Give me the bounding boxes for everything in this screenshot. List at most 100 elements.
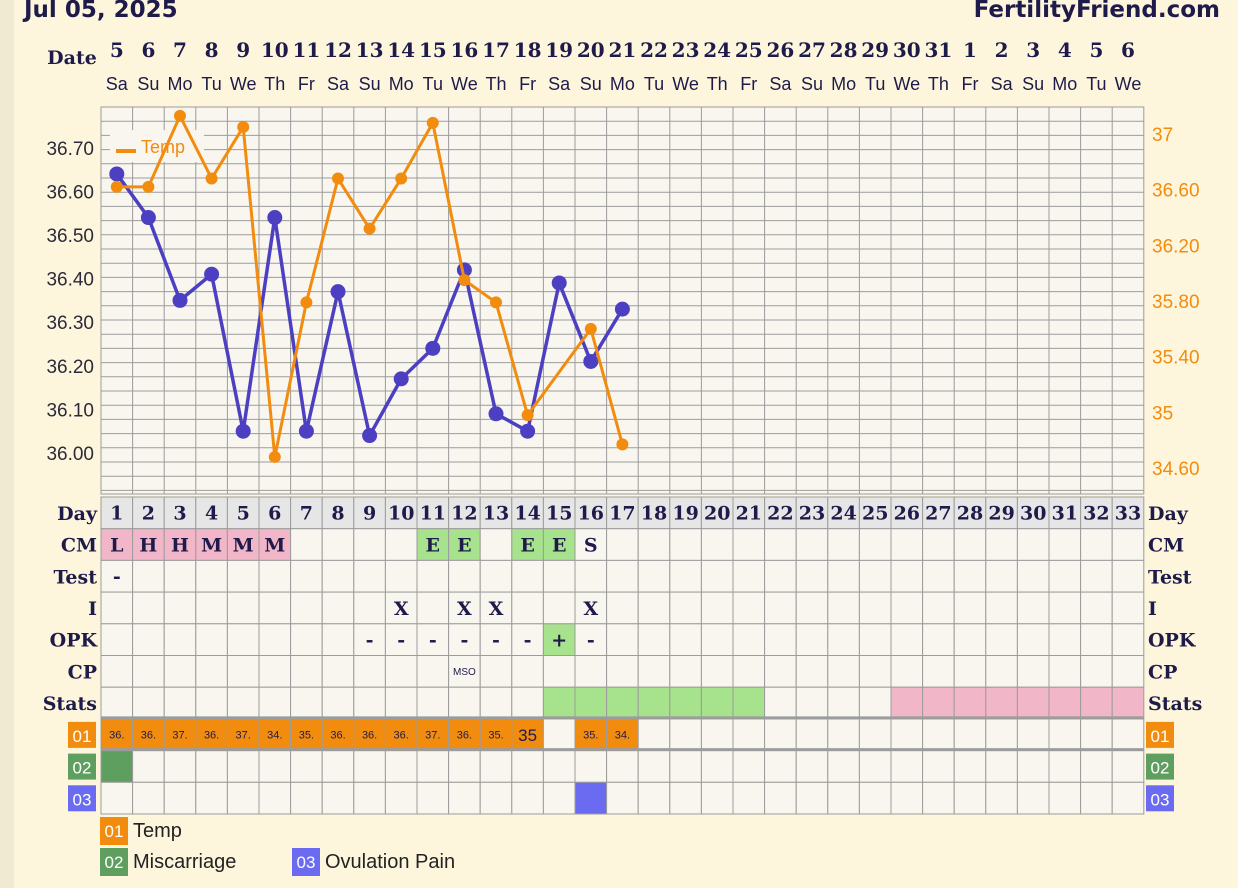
custom-cp-cell[interactable] xyxy=(1016,655,1050,688)
custom-cm-cell[interactable] xyxy=(353,528,386,561)
intercourse-cell[interactable] xyxy=(764,591,797,625)
custom-c2-cell[interactable] xyxy=(100,781,134,815)
custom-c2-cell[interactable] xyxy=(637,781,671,815)
custom-cp-cell[interactable] xyxy=(1111,655,1145,688)
custom-cm-cell[interactable] xyxy=(985,528,1018,561)
custom-cm-cell[interactable] xyxy=(226,528,260,561)
custom-c0-cell[interactable] xyxy=(985,718,1018,752)
custom-c2-cell[interactable] xyxy=(321,781,355,815)
test-cell[interactable] xyxy=(985,559,1018,593)
test-cell[interactable] xyxy=(258,559,292,593)
test-cell[interactable] xyxy=(795,559,829,593)
custom-c0-cell[interactable] xyxy=(700,718,734,752)
intercourse-cell[interactable] xyxy=(195,591,228,625)
stats-cell[interactable] xyxy=(479,686,513,720)
stats-cell[interactable] xyxy=(1048,686,1082,720)
cycle-day-cell[interactable] xyxy=(953,496,987,530)
custom-c2-cell[interactable] xyxy=(700,781,734,815)
custom-cp-cell[interactable] xyxy=(795,655,829,688)
opk-cell[interactable] xyxy=(448,623,481,656)
custom-cm-cell[interactable] xyxy=(1111,528,1145,561)
custom-c1-cell[interactable] xyxy=(290,750,323,783)
custom-cm-cell[interactable] xyxy=(700,528,734,561)
custom-c0-cell[interactable] xyxy=(637,718,671,752)
custom-c1-cell[interactable] xyxy=(827,750,860,783)
intercourse-cell[interactable] xyxy=(1111,591,1145,625)
bbt-point[interactable] xyxy=(204,266,220,282)
test-cell[interactable] xyxy=(511,559,544,593)
custom-cp-cell[interactable] xyxy=(637,655,671,688)
cycle-day-cell[interactable] xyxy=(163,496,197,530)
opk-cell[interactable] xyxy=(195,623,228,656)
test-cell[interactable] xyxy=(1080,559,1113,593)
cycle-day-cell[interactable] xyxy=(353,496,386,530)
test-cell[interactable] xyxy=(732,559,766,593)
custom-cp-cell[interactable] xyxy=(511,655,544,688)
custom-cm-cell[interactable] xyxy=(479,528,513,561)
cycle-day-cell[interactable] xyxy=(258,496,292,530)
custom-c1-cell[interactable] xyxy=(700,750,734,783)
custom-cp-cell[interactable] xyxy=(890,655,924,688)
custom-c2-cell[interactable] xyxy=(163,781,197,815)
custom-c2-cell[interactable] xyxy=(827,781,860,815)
opk-cell[interactable] xyxy=(890,623,924,656)
stats-cell[interactable] xyxy=(226,686,260,720)
custom-c2-cell[interactable] xyxy=(416,781,450,815)
intercourse-cell[interactable] xyxy=(574,591,608,625)
custom-c2-cell[interactable] xyxy=(1080,781,1113,815)
cycle-day-cell[interactable] xyxy=(1048,496,1082,530)
custom-cm-cell[interactable] xyxy=(953,528,987,561)
cycle-day-cell[interactable] xyxy=(448,496,481,530)
bbt-point[interactable] xyxy=(267,210,283,226)
cycle-day-cell[interactable] xyxy=(321,496,355,530)
custom-cm-cell[interactable] xyxy=(384,528,418,561)
bbt-point[interactable] xyxy=(362,428,378,444)
custom-c2-cell[interactable] xyxy=(132,781,165,815)
opk-cell[interactable] xyxy=(700,623,734,656)
stats-cell[interactable] xyxy=(416,686,450,720)
custom-c2-cell[interactable] xyxy=(258,781,292,815)
custom-cm-cell[interactable] xyxy=(195,528,228,561)
custom-c0-cell[interactable] xyxy=(1016,718,1050,752)
custom-c0-cell[interactable] xyxy=(542,718,576,752)
site-name[interactable]: FertilityFriend.com xyxy=(973,0,1220,23)
intercourse-cell[interactable] xyxy=(985,591,1018,625)
custom-cp-cell[interactable] xyxy=(858,655,892,688)
custom-c1-cell[interactable] xyxy=(258,750,292,783)
custom-c1-cell[interactable] xyxy=(448,750,481,783)
custom-cp-cell[interactable] xyxy=(163,655,197,688)
opk-cell[interactable] xyxy=(764,623,797,656)
cycle-day-cell[interactable] xyxy=(1111,496,1145,530)
bbt-point[interactable] xyxy=(551,275,567,291)
test-cell[interactable] xyxy=(384,559,418,593)
custom-cm-cell[interactable] xyxy=(606,528,639,561)
custom-c2-cell[interactable] xyxy=(479,781,513,815)
temp-point[interactable] xyxy=(584,322,597,335)
custom-cp-cell[interactable] xyxy=(700,655,734,688)
opk-cell[interactable] xyxy=(795,623,829,656)
custom-c0-cell[interactable] xyxy=(606,718,639,752)
custom-cp-cell[interactable] xyxy=(100,655,134,688)
stats-cell[interactable] xyxy=(700,686,734,720)
cycle-day-cell[interactable] xyxy=(669,496,702,530)
custom-c0-cell[interactable] xyxy=(922,718,955,752)
opk-cell[interactable] xyxy=(321,623,355,656)
intercourse-cell[interactable] xyxy=(542,591,576,625)
test-cell[interactable] xyxy=(953,559,987,593)
test-cell[interactable] xyxy=(606,559,639,593)
custom-cm-cell[interactable] xyxy=(764,528,797,561)
custom-c2-cell[interactable] xyxy=(922,781,955,815)
custom-c2-cell[interactable] xyxy=(448,781,481,815)
custom-c2-cell[interactable] xyxy=(795,781,829,815)
custom-c2-cell[interactable] xyxy=(1016,781,1050,815)
custom-cp-cell[interactable] xyxy=(416,655,450,688)
temp-point[interactable] xyxy=(426,116,439,129)
test-cell[interactable] xyxy=(827,559,860,593)
stats-cell[interactable] xyxy=(353,686,386,720)
custom-c0-cell[interactable] xyxy=(858,718,892,752)
stats-cell[interactable] xyxy=(258,686,292,720)
custom-c2-cell[interactable] xyxy=(732,781,766,815)
custom-cp-cell[interactable] xyxy=(827,655,860,688)
custom-c1-cell[interactable] xyxy=(353,750,386,783)
custom-c0-cell[interactable] xyxy=(764,718,797,752)
